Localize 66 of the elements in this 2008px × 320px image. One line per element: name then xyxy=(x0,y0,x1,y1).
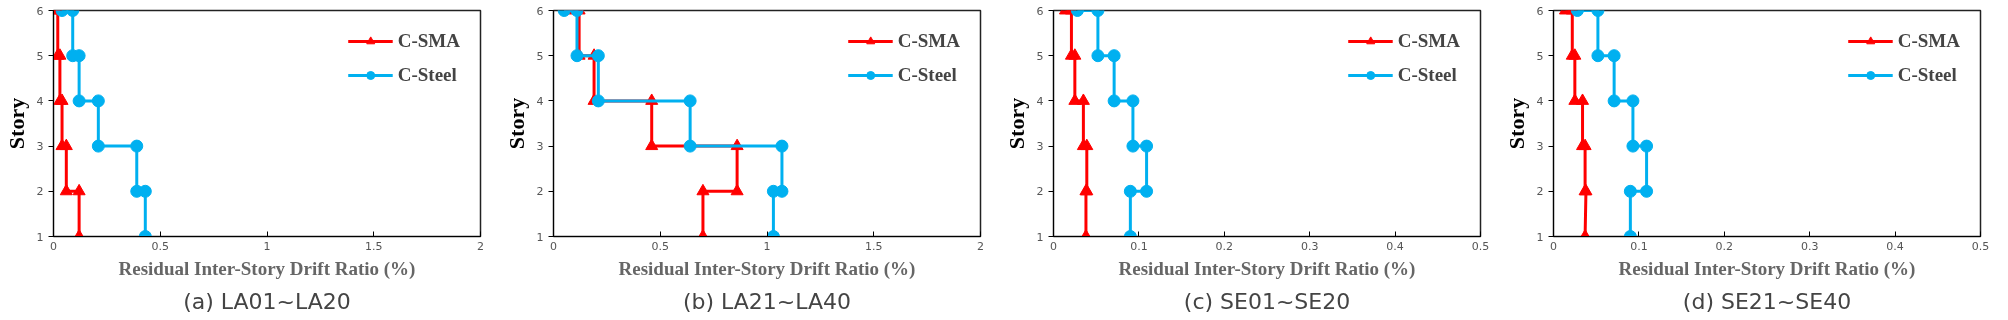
x-tick-label: 2 xyxy=(977,239,984,253)
x-tick-label: 1 xyxy=(263,239,271,253)
y-tick-label: 5 xyxy=(1036,49,1044,63)
y-tick-label: 5 xyxy=(1536,49,1544,63)
y-axis-title: Story xyxy=(1503,97,1529,150)
y-tick-label: 3 xyxy=(1536,140,1544,154)
x-axis-title: Residual Inter-Story Drift Ratio (%) xyxy=(1118,257,1416,280)
x-tick-label: 0.5 xyxy=(651,239,669,253)
y-tick-label: 2 xyxy=(536,185,544,199)
legend-label: C-SMA xyxy=(1897,30,1960,52)
y-tick-label: 1 xyxy=(1036,230,1044,244)
x-tick-label: 0.5 xyxy=(1471,239,1490,253)
x-tick-label: 1.5 xyxy=(365,239,383,253)
text: (b) LA21~LA40 xyxy=(682,288,852,314)
y-tick-label: 6 xyxy=(1536,4,1544,18)
y-tick-label: 2 xyxy=(1036,185,1044,199)
y-tick-label: 1 xyxy=(536,230,544,244)
x-tick-label: 0.5 xyxy=(151,239,169,253)
y-axis-title: Story xyxy=(1003,97,1029,150)
x-tick-label: 1.5 xyxy=(865,239,883,253)
y-tick-label: 3 xyxy=(36,140,44,154)
y-tick-label: 4 xyxy=(1036,94,1044,108)
y-tick-label: 4 xyxy=(36,94,44,108)
legend-label: C-Steel xyxy=(1897,64,1957,86)
x-tick-label: 0.1 xyxy=(1130,239,1148,253)
legend-label: C-SMA xyxy=(897,30,960,52)
y-tick-label: 6 xyxy=(536,4,544,18)
y-tick-label: 3 xyxy=(1036,140,1044,154)
y-axis-title: Story xyxy=(3,97,29,150)
x-tick-label: 0 xyxy=(1050,239,1057,253)
y-axis-title: Story xyxy=(503,97,529,150)
legend-label: C-Steel xyxy=(1397,64,1457,86)
legend-label: C-Steel xyxy=(397,64,457,86)
x-tick-label: 2 xyxy=(477,239,484,253)
x-tick-label: 1 xyxy=(763,239,771,253)
y-tick-label: 6 xyxy=(1036,4,1044,18)
y-tick-label: 4 xyxy=(536,94,544,108)
y-tick-label: 2 xyxy=(36,185,44,199)
y-tick-label: 1 xyxy=(36,230,44,244)
y-tick-label: 6 xyxy=(36,4,44,18)
x-tick-label: 0 xyxy=(50,239,57,253)
text: (d) SE21~SE40 xyxy=(1682,288,1852,314)
x-tick-label: 0.4 xyxy=(1886,239,1904,253)
text: (a) LA01~LA20 xyxy=(183,288,351,314)
x-axis-title: Residual Inter-Story Drift Ratio (%) xyxy=(118,257,416,280)
y-tick-label: 1 xyxy=(1536,230,1544,244)
x-tick-label: 0.3 xyxy=(1800,239,1819,253)
x-axis-title: Residual Inter-Story Drift Ratio (%) xyxy=(618,257,916,280)
x-tick-label: 0.3 xyxy=(1300,239,1319,253)
x-tick-label: 0.5 xyxy=(1971,239,1990,253)
x-tick-label: 0 xyxy=(550,239,557,253)
x-tick-label: 0 xyxy=(1550,239,1557,253)
y-tick-label: 5 xyxy=(36,49,44,63)
y-tick-label: 3 xyxy=(536,140,544,154)
y-tick-label: 5 xyxy=(536,49,544,63)
y-tick-label: 2 xyxy=(1536,185,1544,199)
legend-label: C-SMA xyxy=(397,30,460,52)
legend-label: C-Steel xyxy=(897,64,957,86)
text: (c) SE01~SE20 xyxy=(1183,288,1351,314)
x-tick-label: 0.2 xyxy=(1715,239,1734,253)
x-axis-title: Residual Inter-Story Drift Ratio (%) xyxy=(1618,257,1916,280)
x-tick-label: 0.4 xyxy=(1386,239,1404,253)
x-tick-label: 0.1 xyxy=(1630,239,1648,253)
x-tick-label: 0.2 xyxy=(1215,239,1234,253)
legend-label: C-SMA xyxy=(1397,30,1460,52)
y-tick-label: 4 xyxy=(1536,94,1544,108)
